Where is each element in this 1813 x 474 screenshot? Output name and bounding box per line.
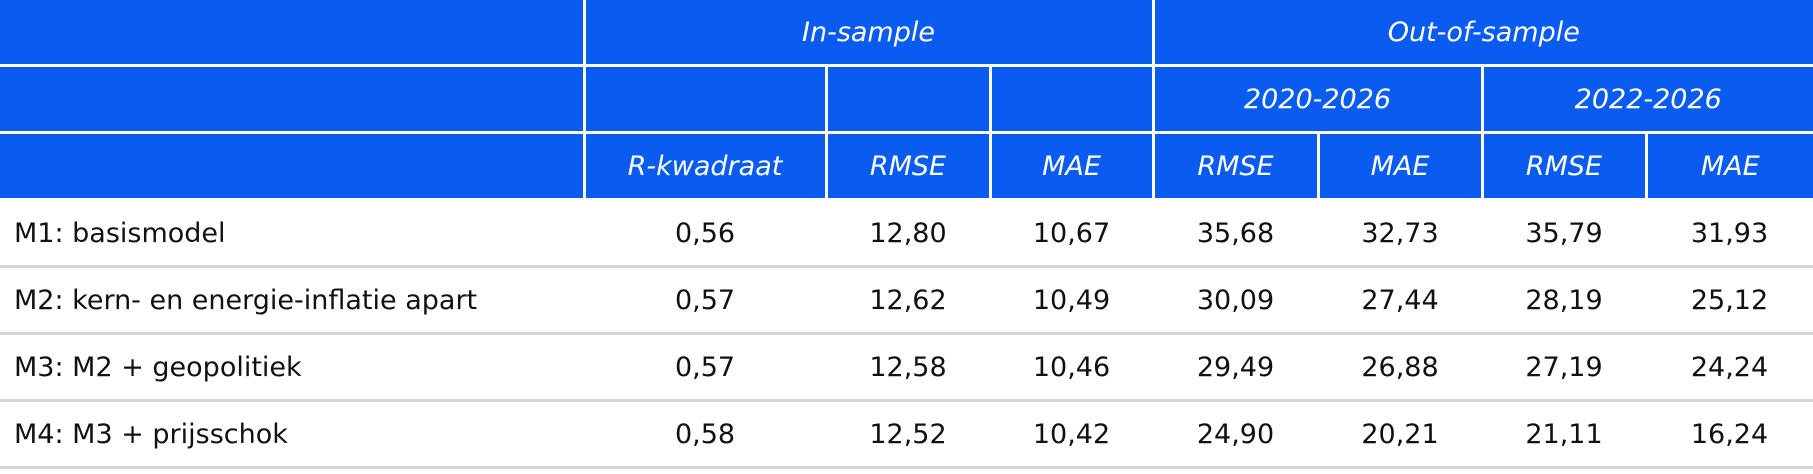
metric-header: MAE <box>1644 132 1813 201</box>
metric-header: MAE <box>1316 132 1484 201</box>
header-cell <box>582 65 828 134</box>
period-header: 2022-2026 <box>1480 65 1813 134</box>
table-row: M3: M2 + geopolitiek 0,57 12,58 10,46 29,49 2… <box>0 333 1813 402</box>
value-cell: 28,19 <box>1482 266 1646 335</box>
value-cell: 27,19 <box>1482 333 1646 402</box>
table-row: M4: M3 + prijsschok 0,58 12,52 10,42 24,90 20… <box>0 400 1813 469</box>
header-cell <box>0 65 586 134</box>
period-header: 2020-2026 <box>1151 65 1484 134</box>
value-cell: 10,49 <box>990 266 1153 335</box>
value-cell: 10,42 <box>990 400 1153 469</box>
table-row: M2: kern- en energie-inflatie apart 0,57 1… <box>0 266 1813 335</box>
value-cell: 12,62 <box>826 266 990 335</box>
header-row: R-kwadraat RMSE MAE RMSE MAE RMSE MAE <box>0 132 1813 201</box>
value-cell: 16,24 <box>1646 400 1813 469</box>
metric-header: RMSE <box>824 132 992 201</box>
group-header: In-sample <box>582 0 1155 67</box>
value-cell: 12,52 <box>826 400 990 469</box>
value-cell: 24,24 <box>1646 333 1813 402</box>
value-cell: 24,90 <box>1153 400 1318 469</box>
table-body: M1: basismodel 0,56 12,80 10,67 35,68 32,73 35… <box>0 199 1813 469</box>
header-cell <box>0 0 586 67</box>
value-cell: 25,12 <box>1646 266 1813 335</box>
value-cell: 21,11 <box>1482 400 1646 469</box>
value-cell: 26,88 <box>1318 333 1482 402</box>
header-cell <box>824 65 992 134</box>
value-cell: 29,49 <box>1153 333 1318 402</box>
header-cell <box>988 65 1155 134</box>
value-cell: 12,80 <box>826 199 990 268</box>
metric-header: RMSE <box>1480 132 1648 201</box>
value-cell: 20,21 <box>1318 400 1482 469</box>
value-cell: 31,93 <box>1646 199 1813 268</box>
value-cell: 12,58 <box>826 333 990 402</box>
metric-header: R-kwadraat <box>582 132 828 201</box>
row-label: M4: M3 + prijsschok <box>0 400 584 469</box>
header-cell <box>0 132 586 201</box>
row-label: M2: kern- en energie-inflatie apart <box>0 266 584 335</box>
metric-header: MAE <box>988 132 1155 201</box>
value-cell: 0,57 <box>584 333 826 402</box>
value-cell: 0,57 <box>584 266 826 335</box>
group-header: Out-of-sample <box>1151 0 1813 67</box>
value-cell: 0,56 <box>584 199 826 268</box>
row-label: M3: M2 + geopolitiek <box>0 333 584 402</box>
header-row: In-sample Out-of-sample <box>0 0 1813 67</box>
value-cell: 30,09 <box>1153 266 1318 335</box>
value-cell: 10,46 <box>990 333 1153 402</box>
value-cell: 10,67 <box>990 199 1153 268</box>
table-row: M1: basismodel 0,56 12,80 10,67 35,68 32,73 35… <box>0 199 1813 268</box>
value-cell: 35,79 <box>1482 199 1646 268</box>
metric-header: RMSE <box>1151 132 1320 201</box>
value-cell: 27,44 <box>1318 266 1482 335</box>
header-row: 2020-2026 2022-2026 <box>0 65 1813 134</box>
row-label: M1: basismodel <box>0 199 584 268</box>
table-header: In-sample Out-of-sample 2020-2026 2022-2… <box>0 0 1813 201</box>
value-cell: 35,68 <box>1153 199 1318 268</box>
value-cell: 0,58 <box>584 400 826 469</box>
value-cell: 32,73 <box>1318 199 1482 268</box>
